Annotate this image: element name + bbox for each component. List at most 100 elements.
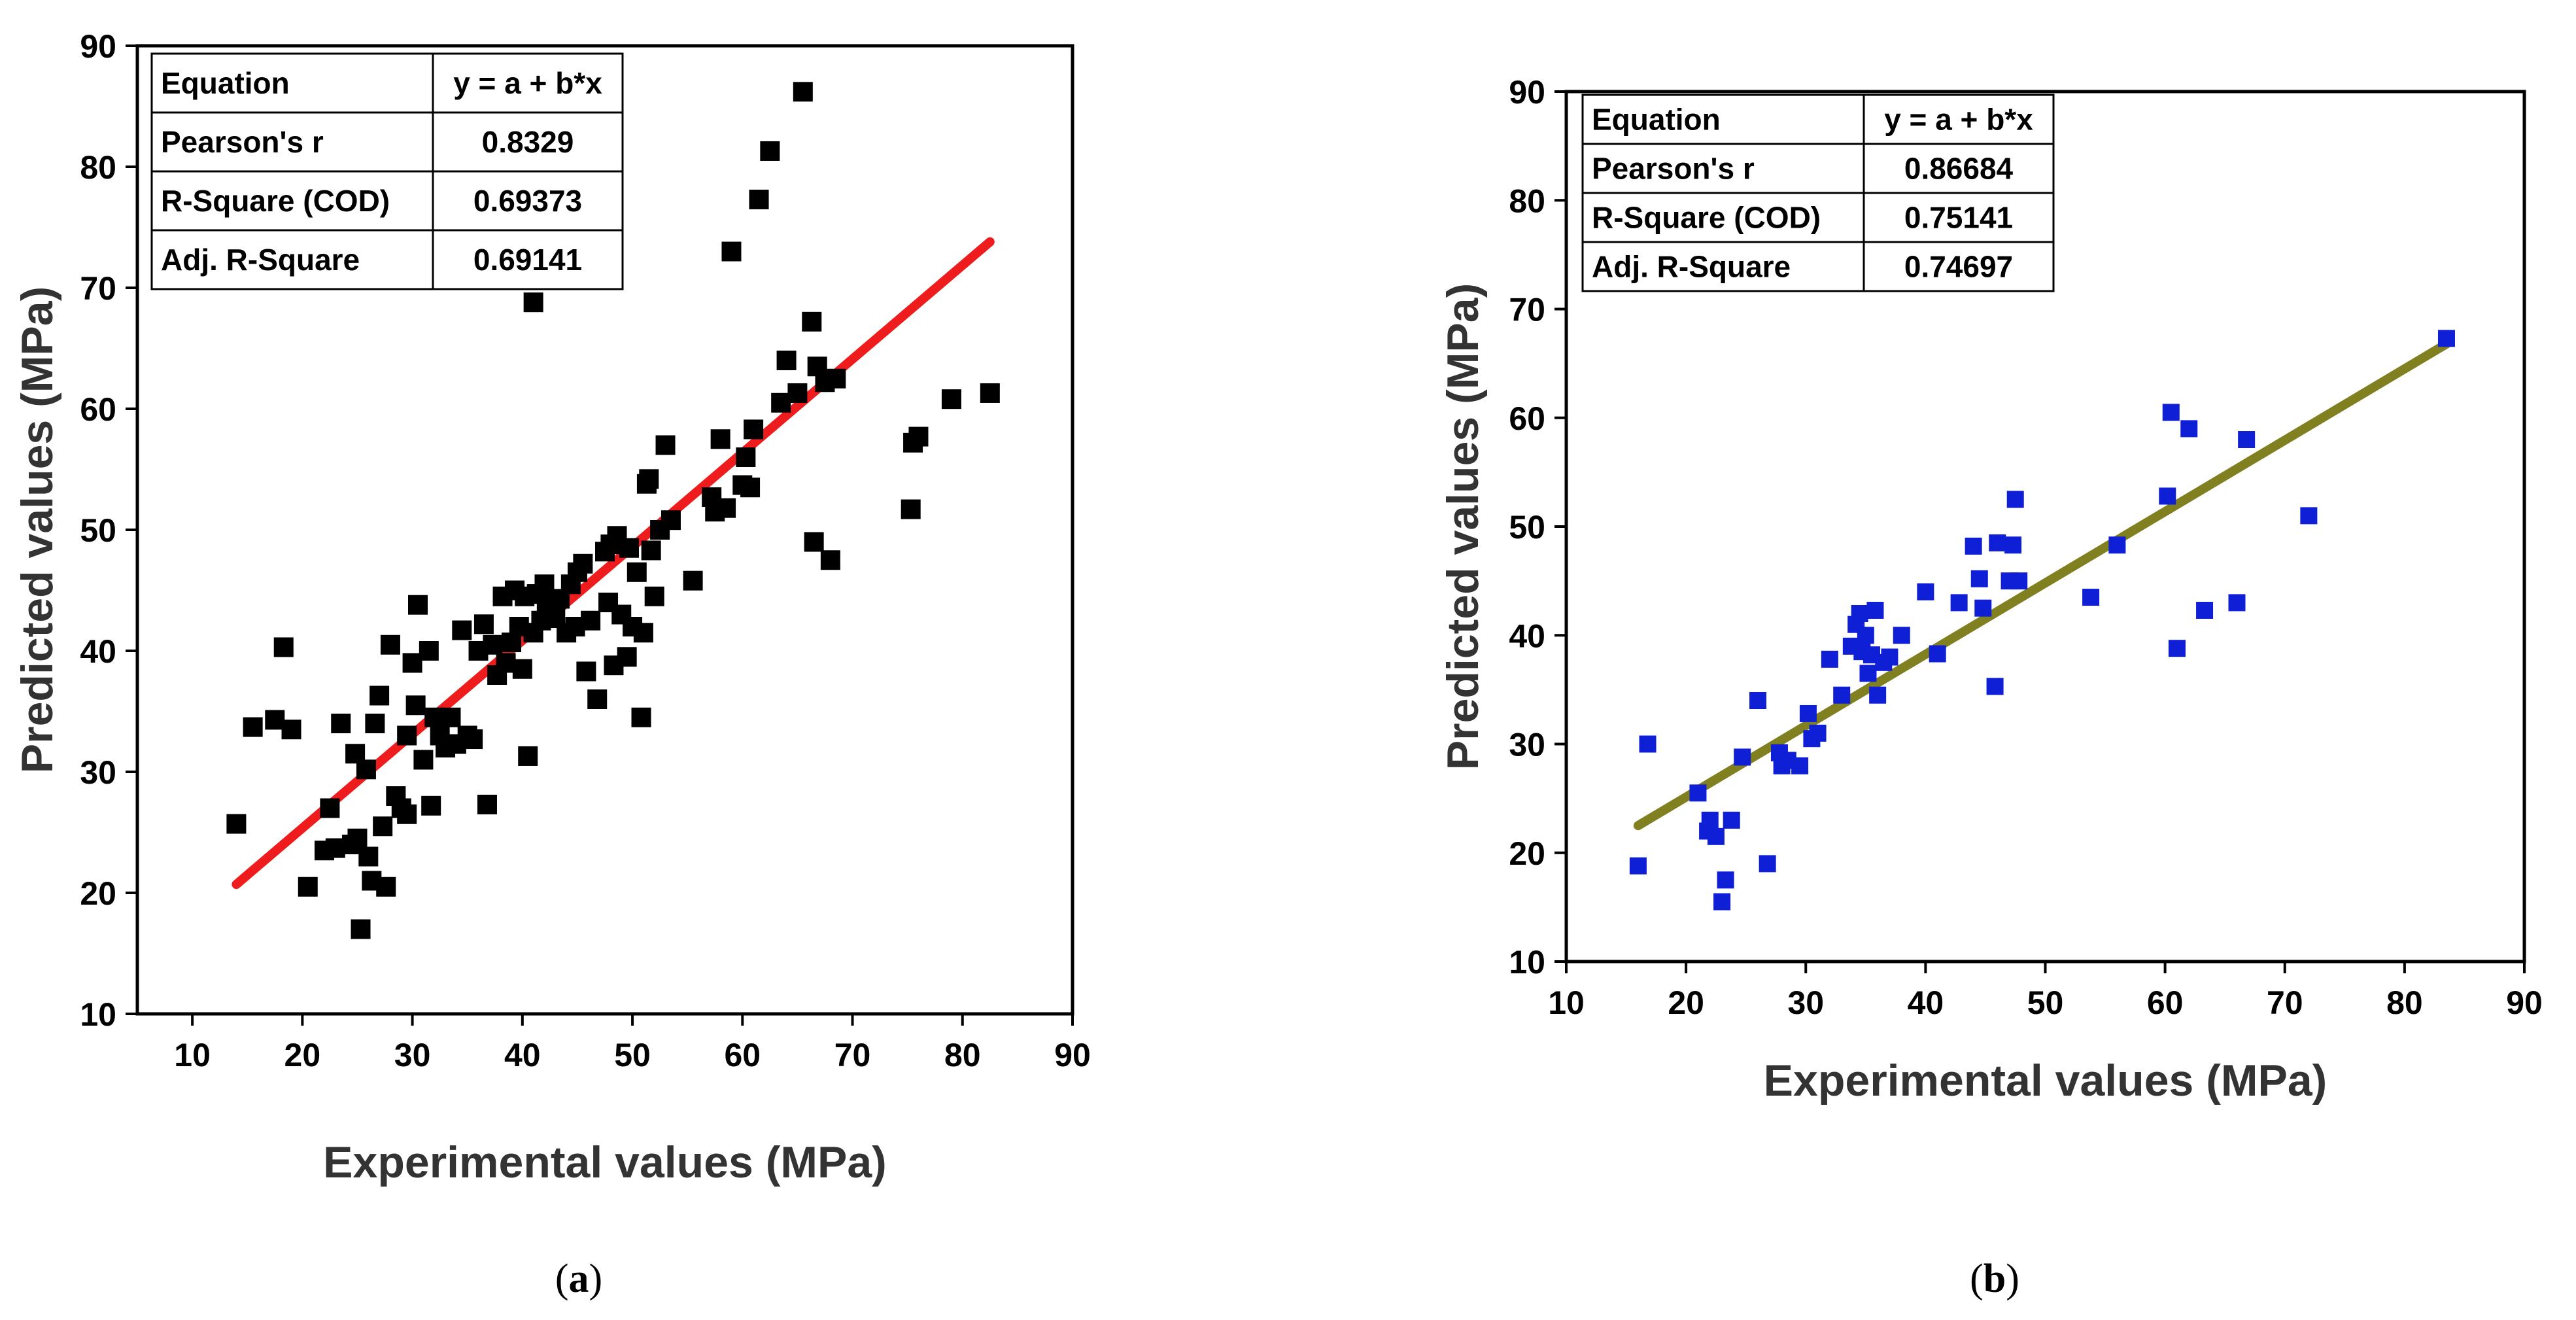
chart-a-data-point (402, 653, 422, 673)
chart-a-data-point (736, 447, 756, 467)
chart-b-data-point (1893, 627, 1910, 644)
chart-a-x-tick-label: 40 (504, 1037, 541, 1073)
chart-a-data-point (265, 710, 285, 730)
chart-a-data-point (776, 351, 797, 370)
chart-b-data-point (1857, 627, 1874, 644)
chart-a-data-point (325, 838, 345, 858)
chart-b-data-point (2196, 602, 2214, 619)
chart-a-plot-frame (135, 44, 1074, 1016)
chart-a-data-point (281, 720, 301, 740)
chart-b-y-tick-label: 50 (1509, 509, 1545, 546)
stats-label: Pearson's r (1592, 152, 1755, 186)
chart-a-y-tick-label: 60 (80, 391, 116, 428)
chart-a-x-axis-label: Experimental values (MPa) (323, 1138, 887, 1187)
stats-cell (432, 52, 624, 114)
chart-b-data-point (2228, 594, 2246, 612)
chart-a-data-point (980, 383, 1000, 403)
chart-a-y-tick-label: 70 (80, 270, 116, 307)
chart-b-y-axis-label: Predicted values (MPa) (1438, 283, 1488, 770)
chart-b-data-point (1851, 605, 1868, 622)
chart-b-fit-line (1633, 339, 2451, 831)
stats-label: Equation (161, 66, 290, 100)
chart-b-data-point (2168, 640, 2186, 657)
chart-b-data-point (1809, 724, 1827, 742)
chart-a-data-point (573, 553, 593, 574)
chart-b-data-point (1859, 665, 1877, 682)
chart-a-data-point (633, 623, 653, 643)
chart-a-data-point (644, 586, 664, 606)
stats-value: 0.69373 (473, 184, 582, 218)
chart-b-data-point (1759, 855, 1776, 873)
chart-b-data-point (1989, 534, 2006, 551)
stats-label: R-Square (COD) (161, 184, 390, 218)
chart-a-y-tick-label: 50 (80, 512, 116, 549)
chart-a-x-tick-label: 80 (944, 1037, 981, 1073)
chart-a-data-point (787, 383, 808, 403)
chart-b-data-point (2162, 404, 2180, 421)
chart-a-data-point (523, 292, 543, 313)
chart-a-data-point (347, 828, 368, 848)
chart-b-data-point (2010, 572, 2028, 590)
chart-b-data-point (1717, 871, 1734, 889)
chart-b: 10 20 30 40 50 60 70 80 90 10 20 30 40 50 60 70 80 90 Equ… (1438, 74, 2543, 1301)
chart-b-data-point (1970, 570, 1988, 587)
chart-a-data-point (641, 540, 661, 561)
chart-b-data-point (2004, 536, 2022, 554)
chart-a-data-point (413, 750, 434, 770)
chart-a-data-point (740, 478, 761, 498)
chart-a-y-tick-label: 90 (80, 28, 116, 65)
chart-a-y-tick-label: 20 (80, 875, 116, 912)
chart-a-caption: (a) (555, 1257, 602, 1301)
chart-a-data-point (452, 620, 472, 640)
chart-a-data-point (771, 392, 791, 413)
stats-cell (1581, 192, 1865, 243)
chart-b-x-tick-label: 80 (2386, 984, 2423, 1021)
chart-a-data-point (243, 717, 263, 737)
chart-a-data-point (405, 695, 426, 716)
chart-b-x-tick-label: 70 (2267, 984, 2303, 1021)
chart-b-data-point (1701, 811, 1719, 829)
chart-a-data-point (587, 689, 608, 709)
chart-b-data-point (1713, 893, 1731, 911)
chart-a-data-point (639, 469, 659, 489)
chart-b-y-tick-label: 90 (1509, 74, 1545, 111)
chart-a-y-tick-label: 30 (80, 754, 116, 791)
chart-b-data-point (2437, 330, 2455, 347)
chart-a-data-point (581, 610, 601, 631)
chart-a-data-point (941, 389, 961, 409)
chart-b-data-point (1689, 784, 1707, 802)
chart-a-data-point (331, 714, 351, 733)
stats-cell (432, 229, 624, 290)
chart-a-data-point (226, 814, 247, 834)
chart-a-data-point (424, 707, 445, 727)
chart-b-y-tick-label: 70 (1509, 292, 1545, 328)
chart-a-data-point (512, 659, 532, 679)
stats-cell (150, 170, 434, 232)
chart-b-data-point (1965, 537, 1982, 555)
chart-b-data-point (1869, 686, 1887, 704)
chart-b-x-tick-label: 20 (1668, 984, 1704, 1021)
chart-a-data-point (320, 798, 340, 818)
chart-b-data-point (1881, 648, 1898, 666)
chart-a-data-point (826, 368, 846, 389)
chart-a-data-point (619, 538, 640, 558)
chart-b-y-tick-label: 40 (1509, 617, 1545, 654)
chart-a-data-point (627, 562, 647, 582)
chart-a-data-point (356, 759, 376, 780)
chart-a-data-point (473, 614, 494, 634)
chart-a-x-tick-label: 20 (284, 1037, 321, 1073)
chart-a-data-point (661, 510, 681, 530)
stats-value: y = a + b*x (453, 66, 602, 100)
stats-value: 0.74697 (1904, 250, 2013, 284)
chart-b-x-tick-label: 40 (1908, 984, 1944, 1021)
chart-a-data-point (397, 725, 417, 746)
chart-a-data-point (908, 426, 929, 447)
chart-a-x-tick-label: 70 (834, 1037, 871, 1073)
chart-b-data-point (1986, 678, 2004, 695)
stats-label: Adj. R-Square (1592, 250, 1791, 284)
chart-b-data-point (2300, 507, 2318, 525)
chart-a-data-point (760, 141, 780, 161)
stats-value: y = a + b*x (1884, 103, 2033, 137)
stats-value: 0.69141 (473, 243, 582, 277)
